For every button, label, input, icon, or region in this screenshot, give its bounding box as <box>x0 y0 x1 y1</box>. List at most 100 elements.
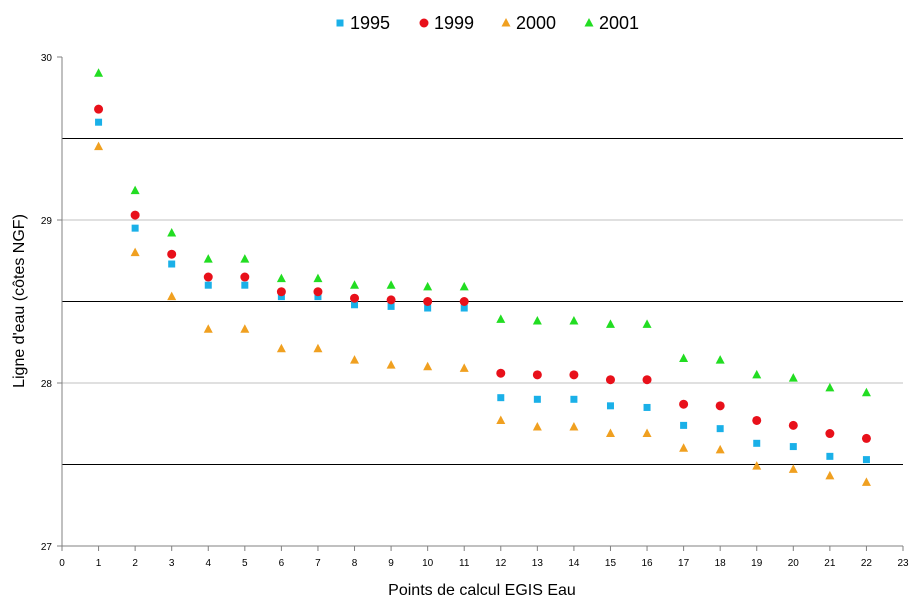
data-point <box>569 422 579 431</box>
data-point <box>167 291 177 301</box>
x-tick-label: 5 <box>242 558 248 569</box>
data-point <box>424 304 432 312</box>
data-point <box>351 301 359 309</box>
legend-item-2000: 2000 <box>501 13 556 33</box>
y-tick-label: 29 <box>41 216 53 227</box>
data-point <box>130 247 140 257</box>
y-tick-label: 27 <box>41 542 53 553</box>
data-point <box>168 260 176 268</box>
data-point <box>167 228 177 237</box>
y-tick-label: 30 <box>41 53 53 64</box>
data-point <box>240 272 250 282</box>
data-point <box>423 281 433 291</box>
data-marks <box>94 68 871 486</box>
data-point <box>423 361 433 371</box>
x-tick-label: 7 <box>315 558 321 569</box>
data-point <box>95 118 103 126</box>
data-point <box>423 297 433 306</box>
legend-item-1999: 1999 <box>419 13 474 33</box>
data-point <box>715 355 725 364</box>
reference-lines <box>62 138 903 465</box>
data-point <box>679 353 689 363</box>
legend-label: 2000 <box>516 13 556 33</box>
data-point <box>605 375 615 385</box>
data-point <box>642 375 652 385</box>
data-point <box>131 224 139 232</box>
data-point <box>313 287 323 297</box>
data-point <box>715 401 725 411</box>
x-tick-label: 3 <box>169 558 175 569</box>
data-point <box>496 368 506 378</box>
data-point <box>240 324 250 333</box>
x-tick-label: 17 <box>678 558 690 569</box>
x-tick-label: 4 <box>205 558 211 569</box>
x-tick-label: 12 <box>495 558 507 569</box>
legend-item-1995: 1995 <box>336 13 390 33</box>
series-1999 <box>94 104 871 443</box>
data-point <box>825 382 835 392</box>
axes <box>61 57 903 547</box>
data-point <box>130 210 140 220</box>
data-point <box>350 355 360 364</box>
data-point <box>277 293 285 301</box>
data-point <box>605 428 615 438</box>
series-2000 <box>94 141 871 486</box>
y-axis-title: Ligne d'eau (côtes NGF) <box>11 214 28 388</box>
data-point <box>276 287 286 297</box>
data-point <box>752 369 762 379</box>
data-point <box>532 370 542 380</box>
data-point <box>496 314 506 323</box>
data-point <box>679 399 689 409</box>
data-point <box>679 443 689 452</box>
data-point <box>862 456 870 464</box>
x-axis-ticks: 0 1 2 3 4 5 6 7 8 9 10 11 12 13 14 15 16 17 18 19 20 21 22 23 <box>59 546 909 569</box>
data-point <box>532 422 542 431</box>
data-point <box>532 316 542 325</box>
gridlines <box>62 219 903 384</box>
data-point <box>350 280 360 289</box>
data-point <box>680 421 688 429</box>
data-point <box>643 403 651 411</box>
legend-marker <box>584 18 594 27</box>
data-point <box>386 295 396 305</box>
data-point <box>460 304 468 312</box>
data-point <box>203 254 213 263</box>
legend: 1995 1999 2000 2001 <box>336 13 639 33</box>
data-point <box>752 461 762 470</box>
series-1995 <box>95 118 870 464</box>
data-point <box>386 280 396 289</box>
data-point <box>203 324 213 333</box>
data-point <box>570 395 578 403</box>
data-point <box>313 343 323 353</box>
x-tick-label: 14 <box>568 558 580 569</box>
x-tick-label: 13 <box>532 558 544 569</box>
series-2001 <box>94 68 871 397</box>
x-tick-label: 19 <box>751 558 763 569</box>
data-point <box>94 68 104 77</box>
data-point <box>130 185 140 195</box>
data-point <box>752 415 762 425</box>
data-point <box>789 443 797 451</box>
data-point <box>459 281 469 291</box>
x-tick-label: 11 <box>459 558 470 569</box>
data-point <box>716 425 724 433</box>
data-point <box>497 394 505 402</box>
data-point <box>605 319 615 328</box>
data-point <box>240 254 250 263</box>
x-tick-label: 2 <box>132 558 138 569</box>
data-point <box>386 360 396 369</box>
x-tick-label: 8 <box>352 558 358 569</box>
x-tick-label: 23 <box>897 558 909 569</box>
data-point <box>94 104 104 114</box>
data-point <box>276 273 286 283</box>
x-tick-label: 1 <box>96 558 102 569</box>
x-tick-label: 20 <box>788 558 800 569</box>
legend-marker <box>336 19 344 27</box>
x-tick-label: 0 <box>59 558 65 569</box>
y-tick-label: 28 <box>41 379 53 390</box>
data-point <box>825 429 835 439</box>
data-point <box>314 293 322 301</box>
data-point <box>826 452 834 460</box>
data-point <box>753 439 761 447</box>
x-tick-label: 9 <box>388 558 394 569</box>
